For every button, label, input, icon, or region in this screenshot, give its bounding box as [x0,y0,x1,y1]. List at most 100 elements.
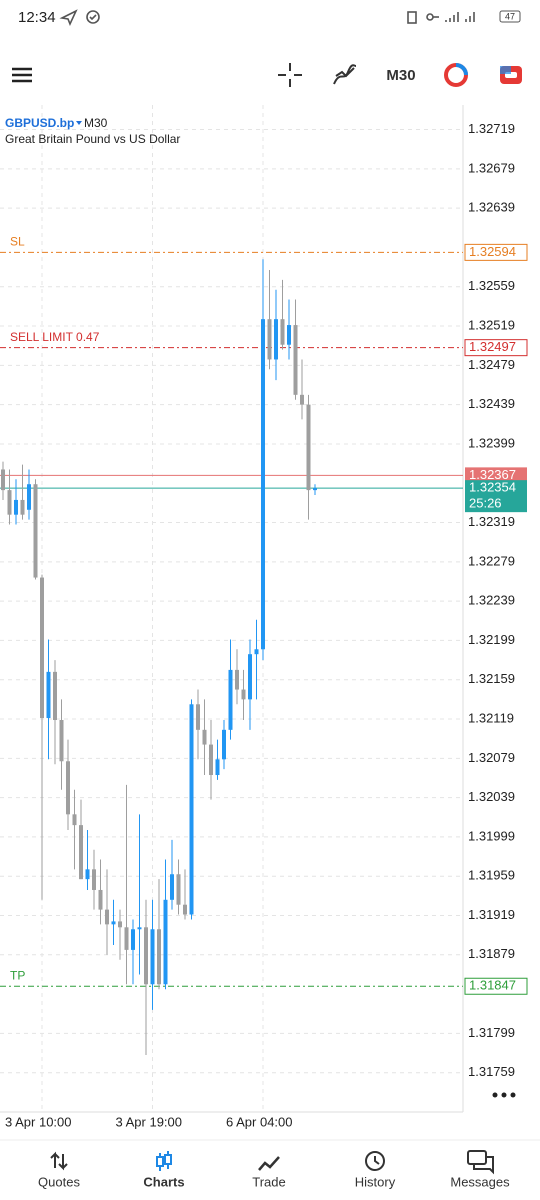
candle-body [215,759,220,776]
candle-body [14,499,18,515]
candle-body [150,929,155,985]
candles [1,259,317,1056]
y-tick-label: 1.32199 [468,632,515,647]
crosshair-button[interactable] [278,63,302,87]
y-tick-label: 1.32399 [468,435,515,450]
messages-icon [467,1150,494,1175]
y-tick-label: 1.32639 [468,200,515,215]
level-label: TP [10,968,25,982]
y-tick-label: 1.31759 [468,1064,515,1079]
nav-tab[interactable]: Trade [252,1174,285,1189]
candle-body [189,704,194,915]
y-tick-label: 1.32079 [468,750,515,765]
candle-body [7,490,12,515]
candle-body [228,669,233,730]
grid [0,105,463,1112]
y-tick-label: 1.32559 [468,278,515,293]
account-button[interactable] [500,66,522,84]
candle-body [1,469,5,491]
candle-body [79,825,83,880]
axis-labels: 1.32719 1.32679 1.32639 1.32559 1.32519 1.324… [5,121,515,1129]
x-tick-label: 3 Apr 19:00 [116,1114,183,1129]
candle-body [254,649,259,655]
ask-price: 1.32367 [469,467,516,482]
bid-box [465,480,527,513]
y-tick-label: 1.32719 [468,121,515,136]
level-price-box [464,243,528,261]
candle-body [66,761,70,815]
candle-body [46,671,51,719]
candle-body [85,869,90,880]
candle-body [118,921,122,928]
indicators-button[interactable] [333,64,357,85]
candle-body [98,889,103,910]
candle-body [157,929,161,985]
candle-body [59,720,64,762]
candle-body [235,669,239,690]
candle-body [20,499,25,515]
y-tick-label: 1.31879 [468,946,515,961]
candle-body [176,874,181,905]
battery-level: 47 [505,11,515,21]
candle-body [111,921,116,925]
candle-body [144,927,148,985]
candle-body [209,744,213,776]
candle-body [222,729,226,760]
x-tick-label: 3 Apr 10:00 [5,1114,72,1129]
candle-body [306,404,311,491]
symbol[interactable]: GBPUSD.bp [5,116,74,130]
candle-body [163,899,168,985]
quotes-icon [50,1151,68,1171]
nav-tab[interactable]: Charts [143,1174,184,1189]
candle-body [27,484,31,510]
charts-icon [156,1151,172,1171]
symbol-dropdown[interactable] [76,121,82,125]
candle-body [248,654,252,700]
status-icons [59,9,475,27]
trade-icon [258,1156,280,1171]
level-label: SELL LIMIT 0.47 [10,330,100,344]
y-tick-label: 1.31959 [468,868,515,883]
chart-timeframe: M30 [84,116,108,130]
candle-body [53,671,57,721]
y-tick-label: 1.32119 [468,710,514,725]
history-icon [365,1151,385,1171]
candle-body [105,909,109,925]
level-label: SL [10,235,25,249]
candle-body [40,577,44,719]
candle-body [300,394,304,405]
ask-box [465,467,527,484]
timeframe-button[interactable]: M30 [386,67,415,84]
candle-body [287,325,291,345]
menu-button[interactable] [12,67,32,83]
level-price: 1.32594 [469,244,516,259]
candle-body [92,869,96,890]
candle-body [124,927,129,950]
y-tick-label: 1.32519 [468,317,515,332]
candle-body [72,814,77,826]
nav-tab[interactable]: Messages [450,1174,510,1189]
candle-body [131,929,135,950]
y-tick-label: 1.32439 [468,396,515,411]
y-tick-label: 1.32319 [468,514,515,529]
y-tick-label: 1.31799 [468,1025,515,1040]
bar-countdown: 25:26 [469,496,502,511]
level-price: 1.31847 [469,978,516,993]
symbol-description: Great Britain Pound vs US Dollar [5,132,180,146]
candle-body [170,874,174,900]
y-tick-label: 1.32039 [468,789,515,804]
candle-body [293,325,298,395]
nav-tab[interactable]: History [355,1174,396,1189]
trade-button[interactable] [444,63,468,87]
more-button[interactable] [492,1092,516,1098]
candle-body [313,488,317,491]
y-tick-label: 1.31919 [468,907,515,922]
candle-body [241,689,246,700]
candle-body [183,904,187,915]
y-tick-label: 1.32279 [468,553,515,568]
y-tick-label: 1.32479 [468,357,515,372]
y-tick-label: 1.31999 [468,828,515,843]
status-time: 12:34 [18,9,56,26]
nav-tab[interactable]: Quotes [38,1174,80,1189]
